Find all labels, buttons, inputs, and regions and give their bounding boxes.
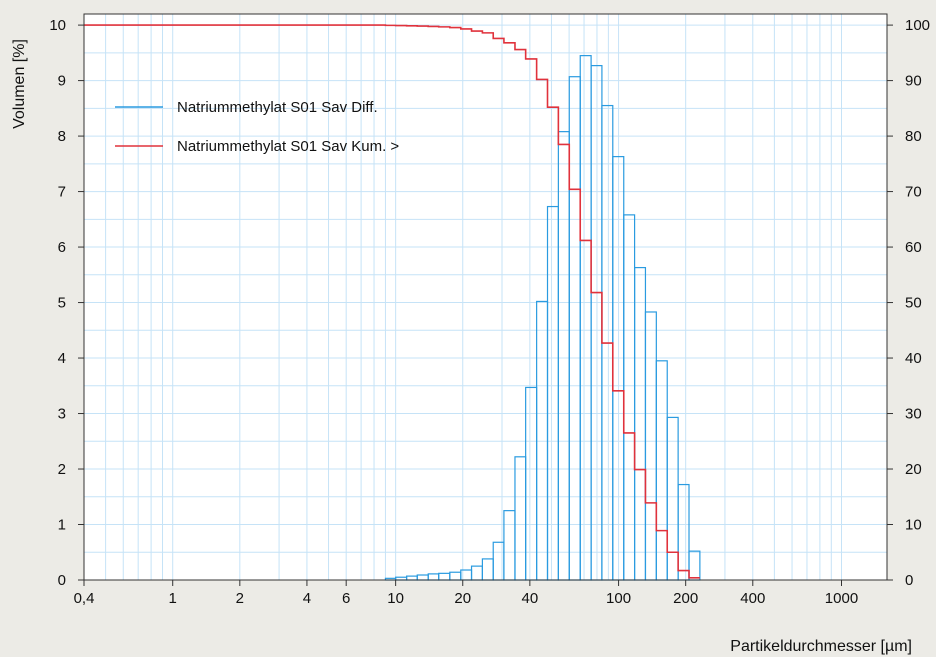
- y-tick-label: 0: [58, 572, 66, 589]
- y-tick-label: 3: [58, 406, 66, 423]
- y-tick-label: 4: [58, 350, 66, 367]
- y-tick-label: 10: [49, 17, 66, 34]
- y2-tick-label: 60: [905, 239, 922, 256]
- x-tick-label: 6: [342, 590, 350, 607]
- y2-tick-label: 30: [905, 406, 922, 423]
- x-tick-label: 0,4: [74, 590, 95, 607]
- y2-tick-label: 100: [905, 17, 930, 34]
- y2-axis-ticks: 0 10 20 30 40 50 60 70 80 90 100: [887, 17, 930, 589]
- x-tick-label: 1000: [825, 590, 858, 607]
- y-axis-ticks: 0 1 2 3 4 5 6 7 8 9 10: [49, 17, 84, 589]
- cumulative-curve: [84, 24, 700, 579]
- x-tick-label: 20: [454, 590, 471, 607]
- x-axis-ticks: 0,4 1 2 4 6 10 20 40 100 200 400 1000: [74, 580, 858, 607]
- y-tick-label: 2: [58, 461, 66, 478]
- y2-tick-label: 0: [905, 572, 913, 589]
- y2-tick-label: 40: [905, 350, 922, 367]
- y-tick-label: 6: [58, 239, 66, 256]
- y-tick-label: 5: [58, 295, 66, 312]
- y2-tick-label: 80: [905, 128, 922, 145]
- x-tick-label: 100: [606, 590, 631, 607]
- x-axis-label: Partikeldurchmesser [µm]: [730, 638, 912, 655]
- y2-tick-label: 20: [905, 461, 922, 478]
- x-tick-label: 4: [303, 590, 311, 607]
- legend-label-diff: Natriummethylat S01 Sav Diff.: [177, 99, 378, 116]
- y-tick-label: 9: [58, 73, 66, 90]
- x-tick-label: 200: [673, 590, 698, 607]
- legend: Natriummethylat S01 Sav Diff. Natriummet…: [115, 99, 399, 155]
- x-tick-label: 40: [522, 590, 539, 607]
- x-tick-label: 2: [236, 590, 244, 607]
- y-tick-label: 1: [58, 517, 66, 534]
- legend-label-cum: Natriummethylat S01 Sav Kum. >: [177, 138, 399, 155]
- y-axis-label: Volumen [%]: [11, 39, 28, 129]
- plot-frame: [83, 13, 888, 581]
- y2-tick-label: 90: [905, 73, 922, 90]
- x-tick-label: 10: [387, 590, 404, 607]
- y2-tick-label: 70: [905, 184, 922, 201]
- x-tick-label: 400: [740, 590, 765, 607]
- y-tick-label: 8: [58, 128, 66, 145]
- x-tick-label: 1: [169, 590, 177, 607]
- y-tick-label: 7: [58, 184, 66, 201]
- y2-tick-label: 50: [905, 295, 922, 312]
- y2-tick-label: 10: [905, 517, 922, 534]
